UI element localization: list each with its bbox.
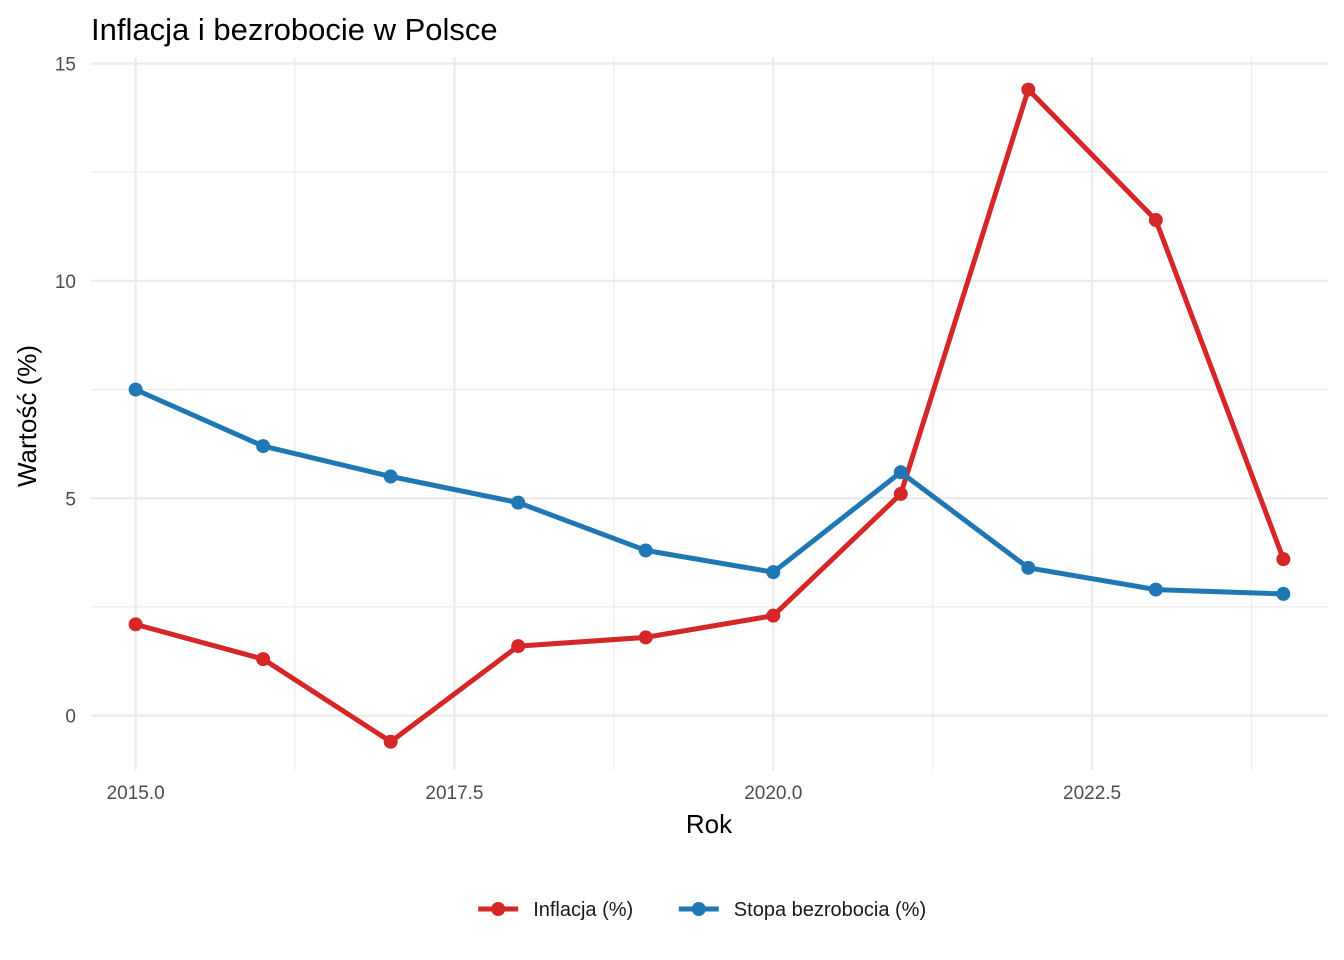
legend-key-point <box>691 902 706 916</box>
x-axis-title: Rok <box>686 809 733 839</box>
series-points <box>128 82 1291 749</box>
unemployment-series-line <box>134 387 1284 597</box>
legend-item-inflation: Inflacja (%) <box>478 899 633 921</box>
legend-label: Inflacja (%) <box>533 899 633 921</box>
unemployment-data-point <box>128 382 143 397</box>
unemployment-data-point <box>1021 560 1036 575</box>
inflation-data-point <box>1276 552 1291 567</box>
inflation-data-point <box>1021 82 1036 97</box>
inflation-series-line <box>134 87 1286 745</box>
minor-gridlines <box>91 57 1328 770</box>
unemployment-data-point <box>1276 586 1291 601</box>
inflation-data-point <box>256 652 271 667</box>
unemployment-data-point <box>766 565 781 580</box>
legend-key-point <box>491 902 506 916</box>
inflation-data-point <box>893 486 908 501</box>
inflation-data-point <box>1148 213 1163 228</box>
y-tick-label: 10 <box>55 272 76 293</box>
chart-title: Inflacja i bezrobocie w Polsce <box>91 12 498 47</box>
unemployment-data-point <box>638 543 653 558</box>
series-lines <box>134 87 1286 745</box>
inflation-data-point <box>383 734 398 749</box>
unemployment-data-point <box>511 495 526 510</box>
x-tick-label: 2020.0 <box>744 783 802 804</box>
legend: Inflacja (%) Stopa bezrobocia (%) <box>478 899 926 921</box>
unemployment-data-point <box>893 465 908 480</box>
x-tick-label: 2015.0 <box>107 783 165 804</box>
legend-label: Stopa bezrobocia (%) <box>734 899 926 921</box>
inflation-data-point <box>638 630 653 645</box>
y-tick-label: 0 <box>65 707 76 728</box>
y-tick-label: 15 <box>55 55 76 76</box>
major-gridlines <box>91 57 1328 770</box>
unemployment-data-point <box>256 439 271 454</box>
unemployment-data-point <box>383 469 398 484</box>
x-axis-tick-labels: 2015.0 2017.5 2020.0 2022.5 <box>107 783 1122 804</box>
unemployment-data-point <box>1148 582 1163 597</box>
legend-item-unemployment: Stopa bezrobocia (%) <box>678 899 926 921</box>
y-tick-label: 5 <box>65 489 76 510</box>
y-axis-tick-labels: 0 5 10 15 <box>55 55 76 728</box>
x-tick-label: 2017.5 <box>425 783 483 804</box>
inflation-data-point <box>128 617 143 632</box>
y-axis-title: Wartość (%) <box>12 345 42 487</box>
x-tick-label: 2022.5 <box>1063 783 1121 804</box>
inflation-data-point <box>511 639 526 654</box>
inflation-data-point <box>766 608 781 623</box>
